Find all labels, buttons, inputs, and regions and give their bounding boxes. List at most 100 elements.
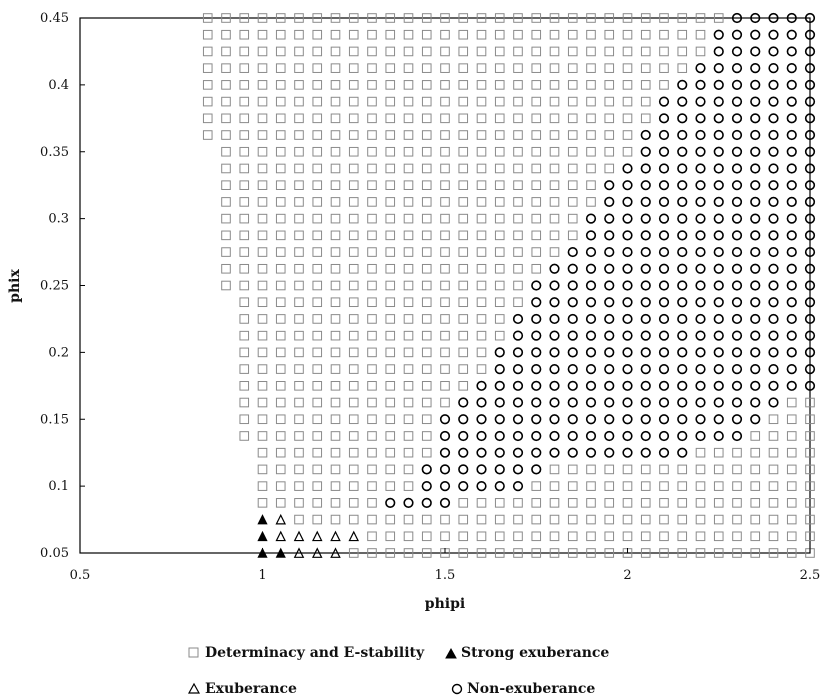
- determinacy-point: [403, 514, 414, 525]
- determinacy-point: [312, 230, 323, 241]
- non-exuberance-point: [713, 163, 724, 174]
- determinacy-point: [476, 263, 487, 274]
- determinacy-point: [330, 180, 341, 190]
- non-exuberance-point: [585, 347, 597, 358]
- non-exuberance-point: [786, 129, 797, 141]
- determinacy-point: [458, 213, 469, 224]
- non-exuberance-point: [640, 180, 651, 191]
- non-exuberance-point: [622, 163, 633, 174]
- determinacy-point: [239, 330, 250, 341]
- non-exuberance-point: [786, 246, 797, 258]
- determinacy-point: [275, 163, 286, 174]
- non-exuberance-point: [750, 29, 761, 40]
- determinacy-point: [421, 230, 432, 241]
- determinacy-point: [275, 314, 286, 324]
- non-exuberance-point: [567, 430, 578, 442]
- determinacy-point: [695, 29, 706, 40]
- non-exuberance-point: [695, 313, 706, 325]
- determinacy-point: [367, 263, 377, 274]
- non-exuberance-point: [622, 363, 633, 375]
- non-exuberance-point: [731, 146, 743, 157]
- determinacy-point: [513, 247, 523, 257]
- non-exuberance-point: [476, 430, 487, 442]
- determinacy-point: [768, 514, 779, 525]
- non-exuberance-point: [677, 146, 688, 157]
- non-exuberance-point: [713, 146, 724, 157]
- determinacy-point: [385, 330, 396, 341]
- non-exuberance-point: [804, 313, 816, 325]
- determinacy-point: [403, 247, 414, 257]
- determinacy-point: [586, 163, 596, 174]
- non-exuberance-point: [695, 113, 706, 124]
- determinacy-point: [221, 13, 231, 23]
- determinacy-point: [476, 96, 487, 107]
- determinacy-point: [494, 13, 505, 23]
- determinacy-point: [294, 180, 304, 190]
- determinacy-point: [494, 96, 505, 107]
- determinacy-point: [713, 13, 724, 23]
- determinacy-point: [531, 96, 542, 107]
- determinacy-point: [440, 13, 450, 23]
- determinacy-point: [586, 96, 596, 107]
- non-exuberance-point: [695, 397, 706, 408]
- non-exuberance-point: [768, 263, 779, 274]
- determinacy-point: [312, 314, 323, 324]
- determinacy-point: [239, 263, 250, 274]
- determinacy-point: [604, 46, 615, 57]
- determinacy-point: [513, 13, 523, 23]
- determinacy-point: [713, 514, 724, 525]
- non-exuberance-point: [567, 447, 578, 458]
- non-exuberance-point: [731, 29, 743, 40]
- determinacy-point: [403, 46, 414, 57]
- determinacy-point: [385, 297, 396, 308]
- non-exuberance-point: [695, 230, 706, 241]
- determinacy-point: [513, 213, 523, 224]
- non-exuberance-point: [658, 430, 670, 442]
- determinacy-point: [239, 364, 250, 374]
- determinacy-point: [549, 163, 560, 174]
- determinacy-point: [257, 13, 268, 23]
- determinacy-point: [367, 381, 377, 391]
- y-tick-label: 0.35: [40, 145, 69, 160]
- determinacy-point: [440, 364, 450, 374]
- non-exuberance-point: [585, 380, 597, 391]
- determinacy-point: [513, 63, 523, 73]
- determinacy-point: [257, 213, 268, 224]
- non-exuberance-point: [640, 213, 651, 224]
- determinacy-point: [403, 13, 414, 23]
- determinacy-point: [367, 447, 377, 458]
- determinacy-point: [257, 498, 268, 508]
- determinacy-point: [805, 531, 815, 542]
- non-exuberance-point: [604, 447, 615, 458]
- determinacy-point: [622, 13, 633, 23]
- determinacy-point: [348, 397, 359, 408]
- determinacy-point: [732, 447, 742, 458]
- exuberance-point: [348, 530, 360, 542]
- determinacy-point: [640, 63, 651, 73]
- non-exuberance-point: [549, 447, 560, 458]
- determinacy-point: [513, 297, 523, 308]
- determinacy-point: [713, 481, 724, 491]
- non-exuberance-point: [786, 347, 797, 358]
- determinacy-point: [421, 314, 432, 324]
- determinacy-point: [586, 498, 596, 508]
- determinacy-point: [221, 247, 231, 257]
- determinacy-point: [330, 397, 341, 408]
- determinacy-point: [330, 297, 341, 308]
- non-exuberance-point: [768, 113, 779, 124]
- determinacy-point: [348, 414, 359, 425]
- non-exuberance-point: [622, 313, 633, 325]
- determinacy-point: [348, 130, 359, 140]
- non-exuberance-point: [768, 163, 779, 174]
- non-exuberance-point: [768, 313, 779, 325]
- determinacy-point: [476, 163, 487, 174]
- determinacy-point: [713, 464, 724, 475]
- determinacy-point: [476, 197, 487, 207]
- determinacy-point: [513, 146, 523, 157]
- determinacy-point: [275, 96, 286, 107]
- determinacy-point: [367, 347, 377, 358]
- non-exuberance-point: [512, 430, 524, 442]
- determinacy-point: [367, 247, 377, 257]
- determinacy-point: [421, 29, 432, 40]
- non-exuberance-point: [768, 96, 779, 107]
